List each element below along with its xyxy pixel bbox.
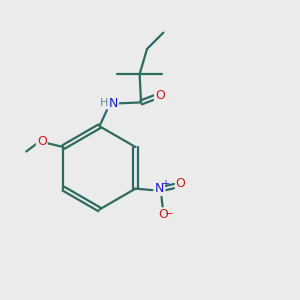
Text: −: − [165, 208, 174, 219]
Text: +: + [161, 178, 169, 189]
Text: N: N [155, 182, 165, 195]
Text: O: O [37, 135, 47, 148]
Text: O: O [158, 208, 168, 221]
Text: N: N [109, 97, 118, 110]
Text: O: O [155, 88, 165, 101]
Text: O: O [176, 177, 186, 190]
Text: H: H [100, 98, 109, 108]
